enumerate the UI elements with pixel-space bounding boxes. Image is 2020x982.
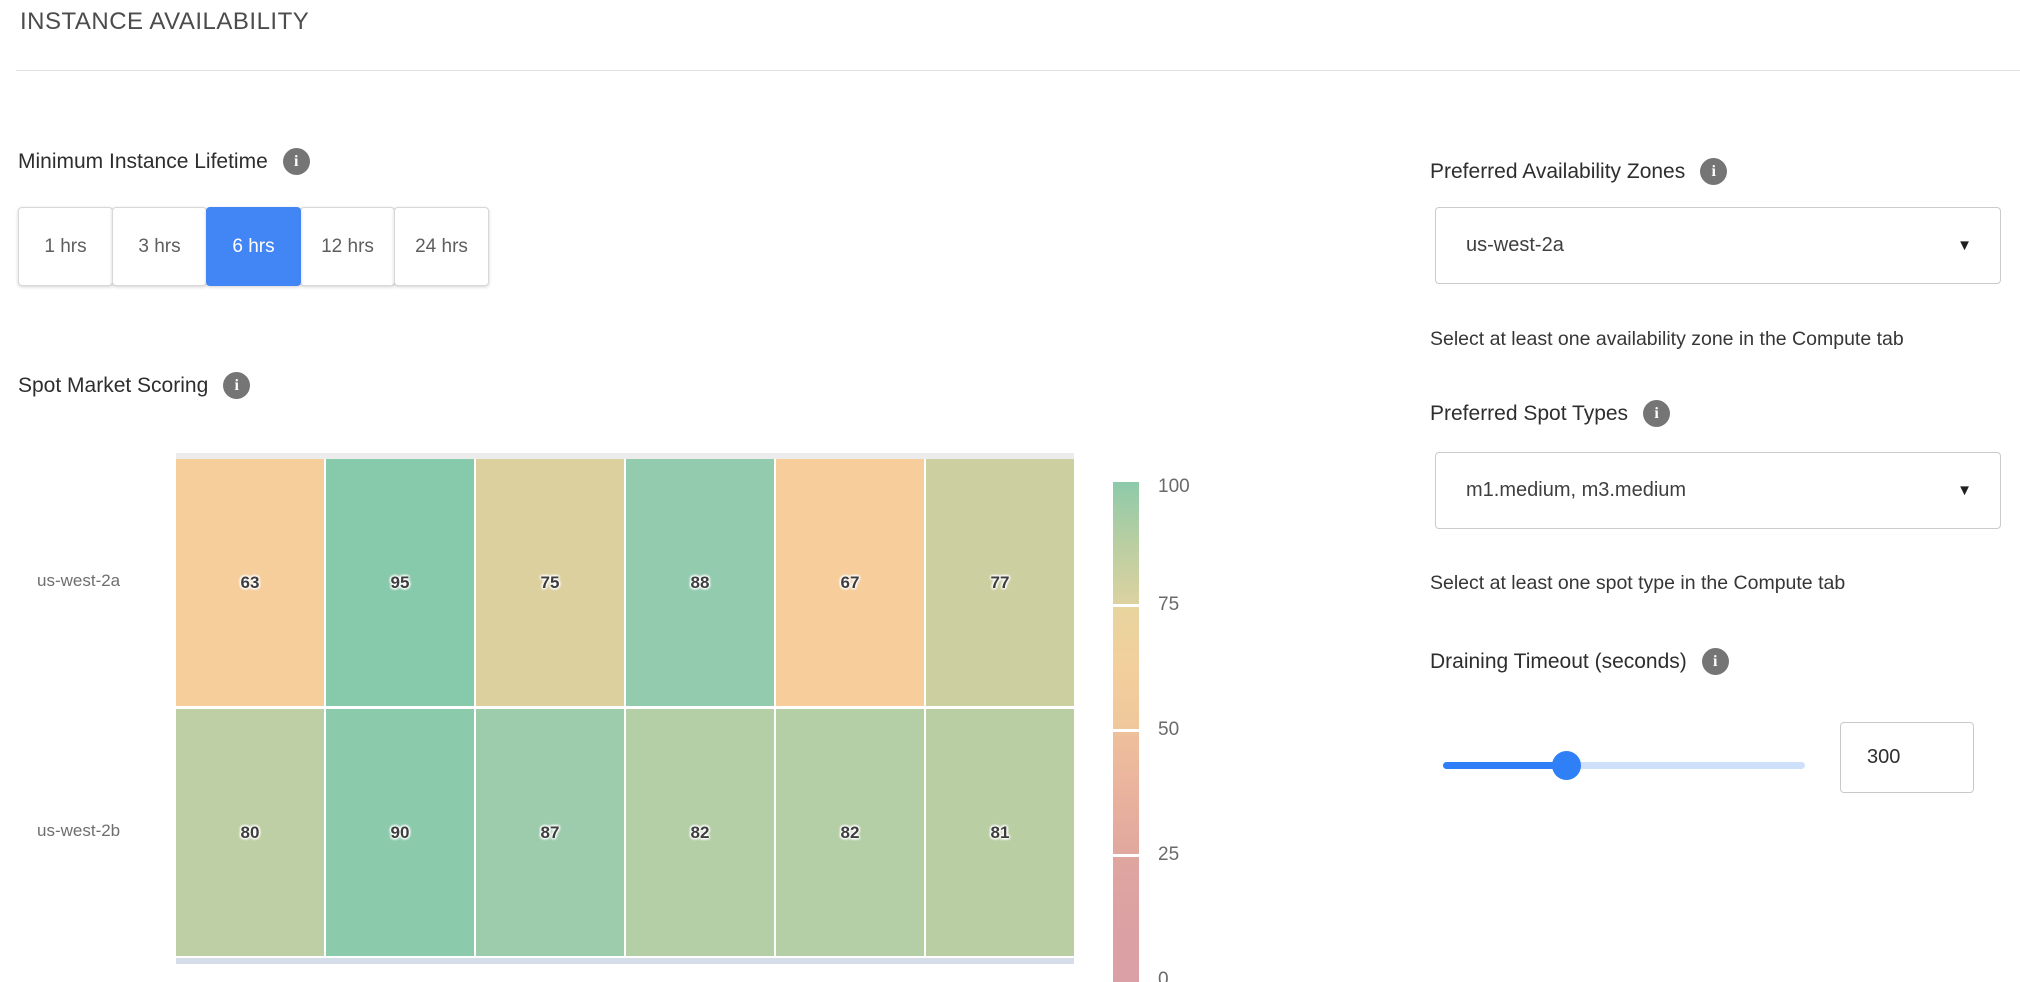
heatmap-cell: 80 — [176, 709, 324, 956]
heatmap-cell: 82 — [626, 709, 774, 956]
colorbar-segment — [1113, 857, 1139, 982]
heatmap-cell: 95 — [326, 459, 474, 706]
spot-types-select[interactable]: m1.medium, m3.medium ▼ — [1435, 452, 2001, 529]
spot-market-scoring-info-icon[interactable]: i — [223, 372, 251, 399]
colorbar-segment — [1113, 732, 1139, 854]
spot-types-select-value: m1.medium, m3.medium — [1466, 479, 1687, 501]
chevron-down-icon: ▼ — [1957, 237, 1972, 254]
colorbar-tick-label: 75 — [1158, 594, 1180, 615]
spot-types-helper-text: Select at least one spot type in the Com… — [1430, 572, 1846, 594]
heatmap-row-label: us-west-2a — [37, 571, 121, 590]
slider-thumb[interactable] — [1552, 751, 1582, 780]
lifetime-option-24-hrs[interactable]: 24 hrs — [394, 207, 489, 286]
lifetime-option-6-hrs[interactable]: 6 hrs — [206, 207, 301, 286]
heatmap-bottom-edge — [176, 958, 1074, 964]
colorbar-tick-label: 50 — [1158, 719, 1180, 740]
heatmap-colorbar — [1113, 482, 1139, 982]
page-title: INSTANCE AVAILABILITY — [20, 8, 310, 35]
spot-scoring-heatmap: 63 95 75 88 67 77 80 90 87 82 82 81 — [176, 459, 1074, 956]
heatmap-top-edge — [176, 453, 1074, 459]
heatmap-cell: 90 — [326, 709, 474, 956]
heatmap-cell: 87 — [476, 709, 624, 956]
minimum-instance-lifetime-info-icon[interactable]: i — [282, 148, 310, 175]
availability-zones-helper-text: Select at least one availability zone in… — [1430, 328, 1904, 350]
slider-fill — [1443, 762, 1567, 769]
preferred-availability-zones-info-icon[interactable]: i — [1700, 158, 1728, 185]
draining-timeout-slider[interactable] — [1443, 751, 1805, 780]
availability-zones-select-value: us-west-2a — [1466, 234, 1564, 256]
draining-timeout-info-icon[interactable]: i — [1701, 648, 1729, 675]
heatmap-cell: 82 — [776, 709, 924, 956]
colorbar-tick-label: 0 — [1158, 969, 1169, 982]
minimum-instance-lifetime-label: Minimum Instance Lifetime — [18, 149, 268, 173]
spot-market-scoring-label: Spot Market Scoring — [18, 373, 209, 397]
preferred-spot-types-info-icon[interactable]: i — [1643, 400, 1671, 427]
colorbar-tick-label: 100 — [1158, 476, 1190, 497]
heatmap-cell: 67 — [776, 459, 924, 706]
heatmap-cell: 77 — [926, 459, 1074, 706]
colorbar-tick-label: 25 — [1158, 844, 1180, 865]
lifetime-option-1-hrs[interactable]: 1 hrs — [18, 207, 113, 286]
heatmap-cell: 75 — [476, 459, 624, 706]
colorbar-segment — [1113, 482, 1139, 604]
heatmap-row-label: us-west-2b — [37, 821, 121, 840]
chevron-down-icon: ▼ — [1957, 482, 1972, 499]
availability-zones-select[interactable]: us-west-2a ▼ — [1435, 207, 2001, 284]
lifetime-option-12-hrs[interactable]: 12 hrs — [300, 207, 395, 286]
heatmap-cell: 88 — [626, 459, 774, 706]
preferred-availability-zones-label: Preferred Availability Zones — [1430, 159, 1686, 183]
draining-timeout-input[interactable] — [1840, 722, 1974, 793]
lifetime-button-group: 1 hrs 3 hrs 6 hrs 12 hrs 24 hrs — [18, 207, 489, 286]
header-divider — [16, 70, 2020, 71]
draining-timeout-label: Draining Timeout (seconds) — [1430, 649, 1687, 673]
lifetime-option-3-hrs[interactable]: 3 hrs — [112, 207, 207, 286]
heatmap-cell: 81 — [926, 709, 1074, 956]
heatmap-cell: 63 — [176, 459, 324, 706]
colorbar-segment — [1113, 607, 1139, 729]
preferred-spot-types-label: Preferred Spot Types — [1430, 401, 1629, 425]
